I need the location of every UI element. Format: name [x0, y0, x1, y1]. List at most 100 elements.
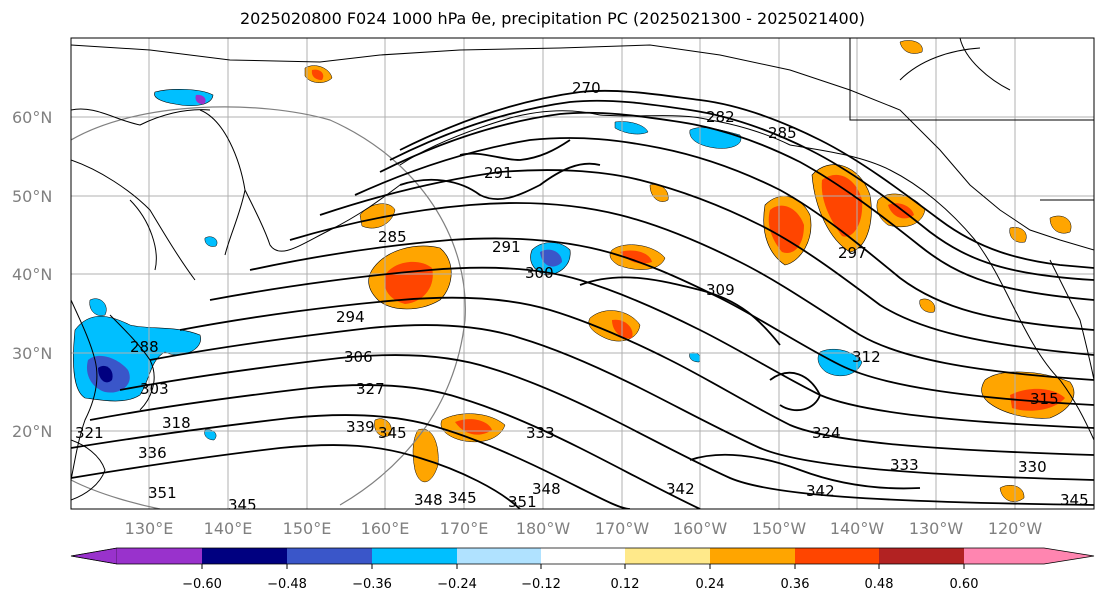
colorbar-label: −0.24: [437, 577, 477, 592]
lon-label: 120°W: [988, 519, 1043, 538]
contour-label: 294: [336, 308, 365, 326]
colorbar-segment-0b: [117, 548, 202, 564]
contour-label: 348: [532, 480, 561, 498]
contour-label: 345: [448, 489, 477, 507]
graticule: [71, 38, 1094, 509]
colorbar-segment-2: [287, 548, 372, 564]
pos-blob-sw2: [412, 428, 439, 482]
coastlines: [71, 38, 1094, 501]
contour-label: 312: [852, 348, 881, 366]
precipitation-shading: [73, 40, 1075, 502]
lon-label: 170°W: [595, 519, 650, 538]
pos-blob-california-core: [1010, 388, 1065, 411]
contour-label: 351: [508, 493, 537, 511]
contour-label: 285: [378, 228, 407, 246]
colorbar-label: 0.36: [781, 577, 810, 592]
colorbar-segment-0: [70, 547, 118, 565]
lat-label: 20°N: [12, 422, 52, 441]
contour-label: 339: [346, 418, 375, 436]
contour-label: 351: [148, 484, 177, 502]
neg-blob-japan-upper: [89, 298, 107, 316]
contour-label: 333: [890, 456, 919, 474]
longitude-labels: 130°E 140°E 150°E 160°E 170°E 180°W 170°…: [125, 519, 1043, 538]
colorbar-segment-10b: [1044, 548, 1094, 564]
contour-label: 270: [572, 79, 601, 97]
contour-label: 345: [1060, 491, 1089, 509]
contour-label: 318: [162, 414, 191, 432]
pos-blob-e5: [919, 298, 936, 313]
colorbar-label: −0.48: [267, 577, 307, 592]
contour-label: 285: [768, 124, 797, 142]
contour-label: 306: [344, 348, 373, 366]
figure-title: 2025020800 F024 1000 hPa θe, precipitati…: [239, 9, 866, 28]
colorbar-label: −0.12: [521, 577, 561, 592]
lon-label: 150°E: [283, 519, 332, 538]
contour-labels: 270 282 285 291 285 291 300 309 294 306 …: [75, 79, 1089, 511]
reference-circle-lower: [71, 479, 161, 509]
neg-blob-alaska: [614, 121, 649, 135]
neg-blob-small1: [204, 236, 218, 247]
lon-label: 140°E: [204, 519, 253, 538]
colorbar-segment-9: [879, 548, 964, 564]
contour-label: 333: [526, 424, 555, 442]
colorbar-segment-5: [541, 548, 625, 564]
contour-label: 303: [140, 380, 169, 398]
colorbar-segment-10: [964, 548, 1044, 564]
map-plot-area: 270 282 285 291 285 291 300 309 294 306 …: [71, 38, 1094, 511]
contour-label: 309: [706, 281, 735, 299]
lon-label: 160°E: [361, 519, 410, 538]
colorbar-label: −0.60: [182, 577, 222, 592]
contour-label: 315: [1030, 390, 1059, 408]
lon-label: 130°E: [125, 519, 174, 538]
pos-blob-dateline-e-core: [620, 250, 652, 264]
lat-label: 40°N: [12, 265, 52, 284]
pos-blob-top2: [899, 40, 923, 54]
lon-label: 170°E: [440, 519, 489, 538]
colorbar-segment-7: [710, 548, 795, 564]
colorbar-label: 0.12: [611, 577, 640, 592]
lon-label: 160°W: [673, 519, 728, 538]
colorbar-segment-4: [457, 548, 541, 564]
lat-label: 30°N: [12, 344, 52, 363]
contour-label: 345: [378, 424, 407, 442]
contour-label: 348: [414, 491, 443, 509]
contour-label: 336: [138, 444, 167, 462]
map-frame: [70, 37, 1095, 510]
colorbar-segment-8: [795, 548, 879, 564]
pos-blob-bc-core: [821, 174, 863, 237]
pos-blob-sw3: [374, 418, 392, 437]
colorbar-outline: [70, 547, 1095, 565]
neg-blob-japan-core2: [98, 365, 113, 383]
lat-label: 60°N: [12, 108, 52, 127]
colorbar-segment-3: [372, 548, 457, 564]
lon-label: 130°W: [909, 519, 964, 538]
pos-blob-e3: [1009, 227, 1027, 243]
contour-label: 321: [75, 424, 104, 442]
colorbar: −0.60 −0.48 −0.36 −0.24 −0.12 0.12 0.24 …: [70, 547, 1095, 592]
lon-label: 150°W: [752, 519, 807, 538]
contour-label: 342: [666, 480, 695, 498]
colorbar-segment-6: [625, 548, 710, 564]
neg-blob-dateline-core: [540, 249, 562, 267]
colorbar-segment-1: [202, 548, 287, 564]
latitude-labels: 60°N 50°N 40°N 30°N 20°N: [12, 108, 52, 441]
lat-label: 50°N: [12, 187, 52, 206]
colorbar-ticks: [201, 564, 965, 569]
pos-blob-e2: [999, 485, 1025, 502]
contour-label: 324: [812, 424, 841, 442]
colorbar-label: 0.60: [950, 577, 979, 592]
neg-blob-small2: [204, 429, 217, 441]
theta-e-contours: [71, 89, 1094, 509]
contour-label: 300: [525, 264, 554, 282]
pos-blob-top1-core: [311, 69, 324, 80]
pos-blob-gulf-alaska-core: [768, 205, 804, 253]
lon-label: 140°W: [830, 519, 885, 538]
colorbar-label: 0.24: [696, 577, 725, 592]
contour-label: 342: [806, 482, 835, 500]
contour-label: 330: [1018, 458, 1047, 476]
neg-blob-kamchatka-core: [195, 94, 206, 105]
contour-label: 288: [130, 338, 159, 356]
contour-label: 327: [356, 380, 385, 398]
colorbar-label: 0.48: [865, 577, 894, 592]
contour-label: 291: [484, 164, 513, 182]
